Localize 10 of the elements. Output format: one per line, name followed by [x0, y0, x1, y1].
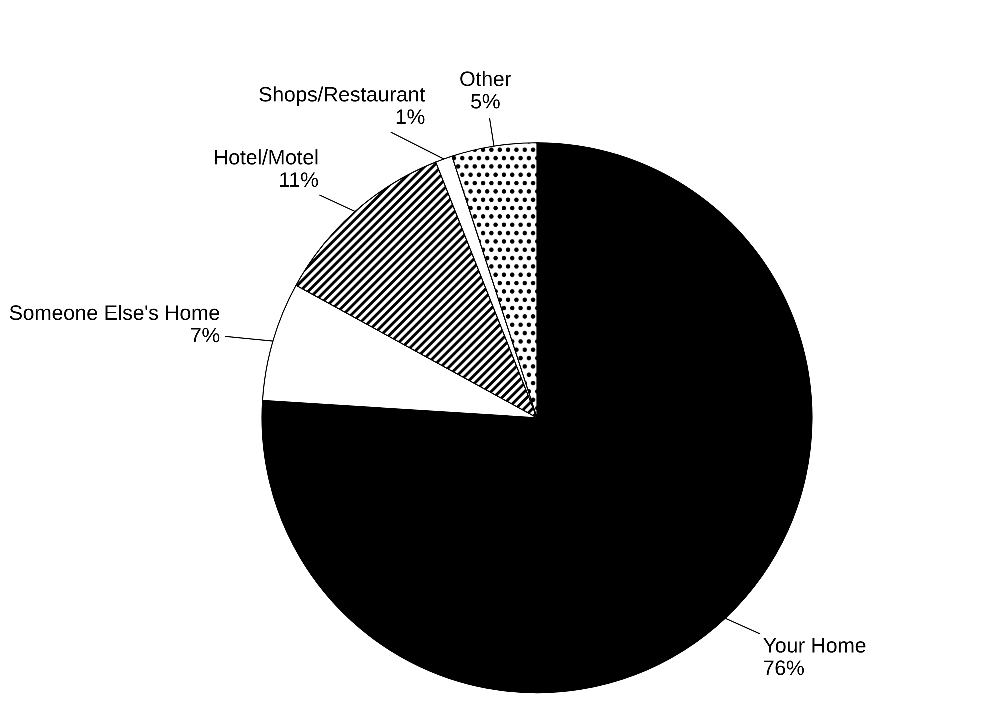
- slice-label: Someone Else's Home: [10, 305, 220, 320]
- data-label: 1%: [396, 110, 425, 124]
- slice-label: Your Home: [764, 638, 866, 653]
- slice-label: Shops/Restaurant: [260, 86, 426, 106]
- data-label: 5%: [471, 94, 500, 109]
- data-label: 7%: [191, 328, 220, 343]
- data-label: 11%: [280, 172, 318, 188]
- slice-label: Other: [460, 71, 512, 86]
- slice-label: Hotel/Motel: [215, 150, 318, 165]
- data-label: 76%: [764, 660, 804, 676]
